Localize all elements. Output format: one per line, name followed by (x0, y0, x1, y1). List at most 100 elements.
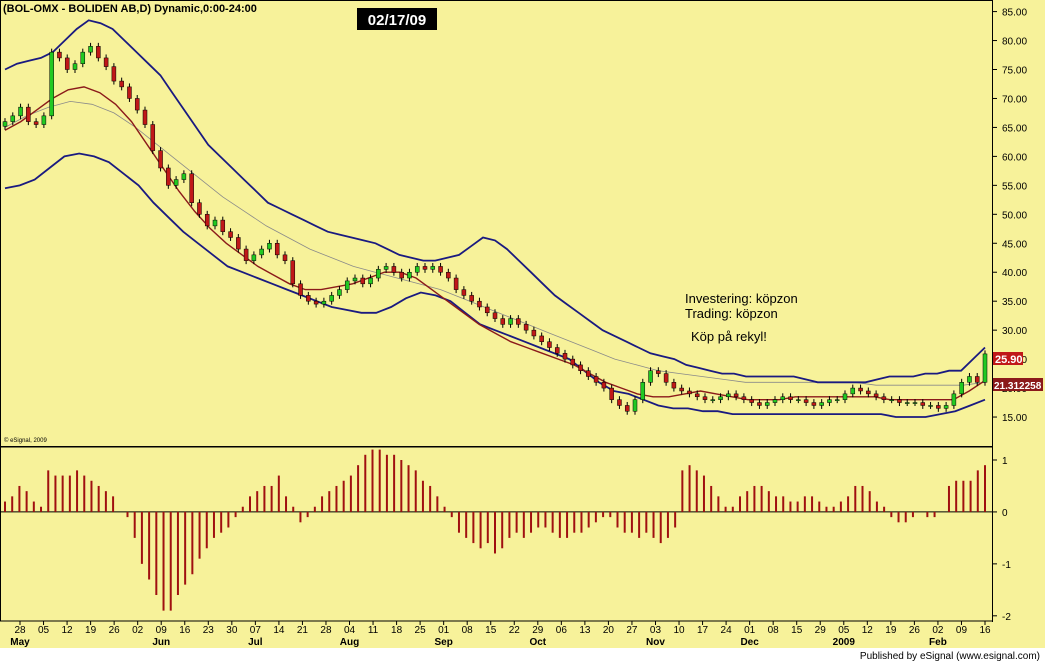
price-tick-label: 65.00 (1002, 123, 1027, 134)
candle (974, 373, 980, 386)
candle (601, 378, 607, 392)
candle (376, 265, 381, 282)
candle-body (710, 399, 716, 401)
candle-body (298, 283, 303, 296)
candle-body (726, 393, 731, 398)
candle (236, 234, 241, 253)
candle (243, 245, 249, 265)
candle-body (306, 295, 311, 302)
candle-body (243, 248, 249, 261)
candle-body (282, 254, 288, 261)
price-tick-label: 75.00 (1002, 66, 1027, 77)
candle-body (842, 393, 848, 400)
date-badge: 02/17/09 (368, 12, 426, 29)
candle-body (881, 396, 887, 400)
candle (18, 103, 23, 120)
x-day-label: 14 (273, 625, 285, 636)
price-tick-label: 40.00 (1002, 268, 1027, 279)
x-day-label: 03 (650, 625, 662, 636)
price-tick-label: 80.00 (1002, 37, 1027, 48)
candle-body (554, 347, 560, 354)
x-day-label: 15 (791, 625, 803, 636)
x-day-label: 05 (38, 625, 50, 636)
candle-body (438, 266, 443, 273)
candle-body (547, 341, 552, 348)
candle (866, 387, 871, 398)
candle-body (609, 387, 614, 400)
candle (827, 396, 832, 407)
candle (80, 48, 86, 68)
published-note: Published by eSignal (www.esignal.com) (860, 651, 1040, 662)
candle-body (687, 390, 692, 395)
candle-body (111, 66, 117, 82)
x-day-label: 27 (626, 625, 638, 636)
candle-body (127, 86, 132, 99)
candle (290, 257, 296, 288)
osc-tick-label: -1 (1002, 560, 1011, 571)
candle (710, 396, 716, 404)
candle (531, 326, 537, 340)
candle-body (943, 405, 949, 409)
x-month-label: Jun (152, 637, 170, 648)
candle-body (204, 214, 210, 227)
candle-body (103, 57, 109, 67)
candle (430, 262, 436, 273)
x-day-label: 26 (909, 625, 921, 636)
x-day-label: 01 (438, 625, 450, 636)
candle-body (376, 269, 381, 279)
price-tick-label: 85.00 (1002, 8, 1027, 19)
candle (134, 94, 140, 114)
candle-body (368, 277, 373, 285)
x-day-label: 12 (62, 625, 74, 636)
annotation-trading: Trading: köpzon (685, 306, 778, 321)
price-tick-label: 55.00 (1002, 181, 1027, 192)
price-tick-label: 60.00 (1002, 152, 1027, 163)
candle-body (212, 219, 218, 227)
candle-body (228, 231, 233, 238)
candle-body (344, 280, 350, 290)
candle-body (523, 324, 529, 331)
candle (111, 63, 117, 85)
x-day-label: 26 (109, 625, 121, 636)
x-day-label: 11 (368, 625, 379, 636)
candle-body (267, 243, 272, 250)
x-month-label: Oct (529, 637, 546, 648)
candle (306, 291, 311, 305)
candle-body (850, 387, 856, 395)
candle-body (811, 402, 817, 406)
candle (383, 262, 389, 273)
osc-tick-label: 1 (1002, 456, 1008, 467)
candle (173, 176, 179, 189)
candle-body (150, 124, 156, 151)
candle-body (827, 399, 832, 403)
candle (897, 396, 902, 407)
candle (181, 170, 187, 184)
candle-body (189, 173, 194, 203)
candle-body (928, 405, 933, 407)
candle (422, 262, 428, 273)
x-day-label: 05 (838, 625, 850, 636)
candle-body (181, 173, 187, 180)
candle (267, 239, 272, 253)
candle (49, 48, 54, 120)
candle (508, 315, 513, 328)
candle-body (414, 266, 420, 273)
candle (982, 350, 988, 386)
candle (64, 54, 70, 73)
candle-body (889, 399, 894, 401)
x-day-label: 08 (462, 625, 474, 636)
candle (2, 118, 8, 130)
candle-body (967, 376, 972, 383)
candle-body (741, 396, 747, 400)
x-day-label: 04 (344, 625, 356, 636)
candle (943, 401, 949, 412)
esignal-mark: © eSignal, 2009 (4, 437, 47, 444)
candle (329, 291, 334, 305)
price-panel (0, 0, 993, 447)
candle (26, 103, 31, 126)
candle-body (166, 167, 171, 186)
candle-body (274, 243, 280, 256)
candle (259, 245, 264, 259)
last-price-flag: 25.90 (995, 354, 1023, 366)
candle (694, 390, 700, 401)
